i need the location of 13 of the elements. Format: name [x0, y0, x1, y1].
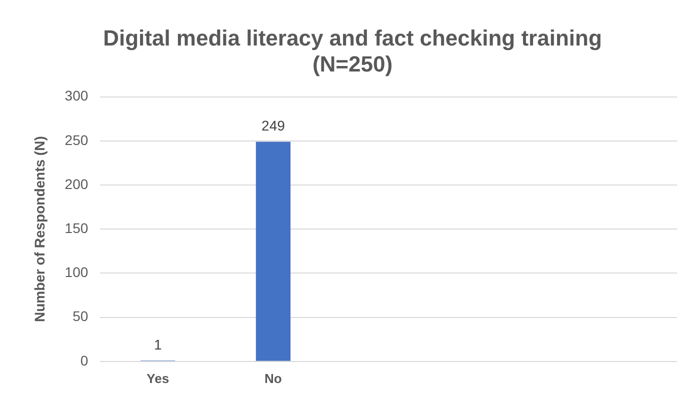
x-tick-label: No — [264, 370, 282, 386]
y-tick-label: 150 — [64, 220, 88, 236]
chart-title: Digital media literacy and fact checking training (N=250) — [103, 25, 602, 77]
x-tick-label: Yes — [146, 370, 170, 386]
y-axis-title: Number of Respondents (N) — [31, 136, 48, 322]
y-tick-label: 200 — [64, 176, 88, 192]
y-tick-label: 300 — [64, 88, 88, 104]
y-tick-label: 50 — [72, 308, 88, 324]
y-tick-label: 0 — [80, 352, 88, 368]
y-tick-label: 250 — [64, 132, 88, 148]
data-label: 1 — [154, 336, 162, 352]
y-tick-label: 100 — [64, 264, 88, 280]
data-label: 249 — [262, 118, 286, 134]
